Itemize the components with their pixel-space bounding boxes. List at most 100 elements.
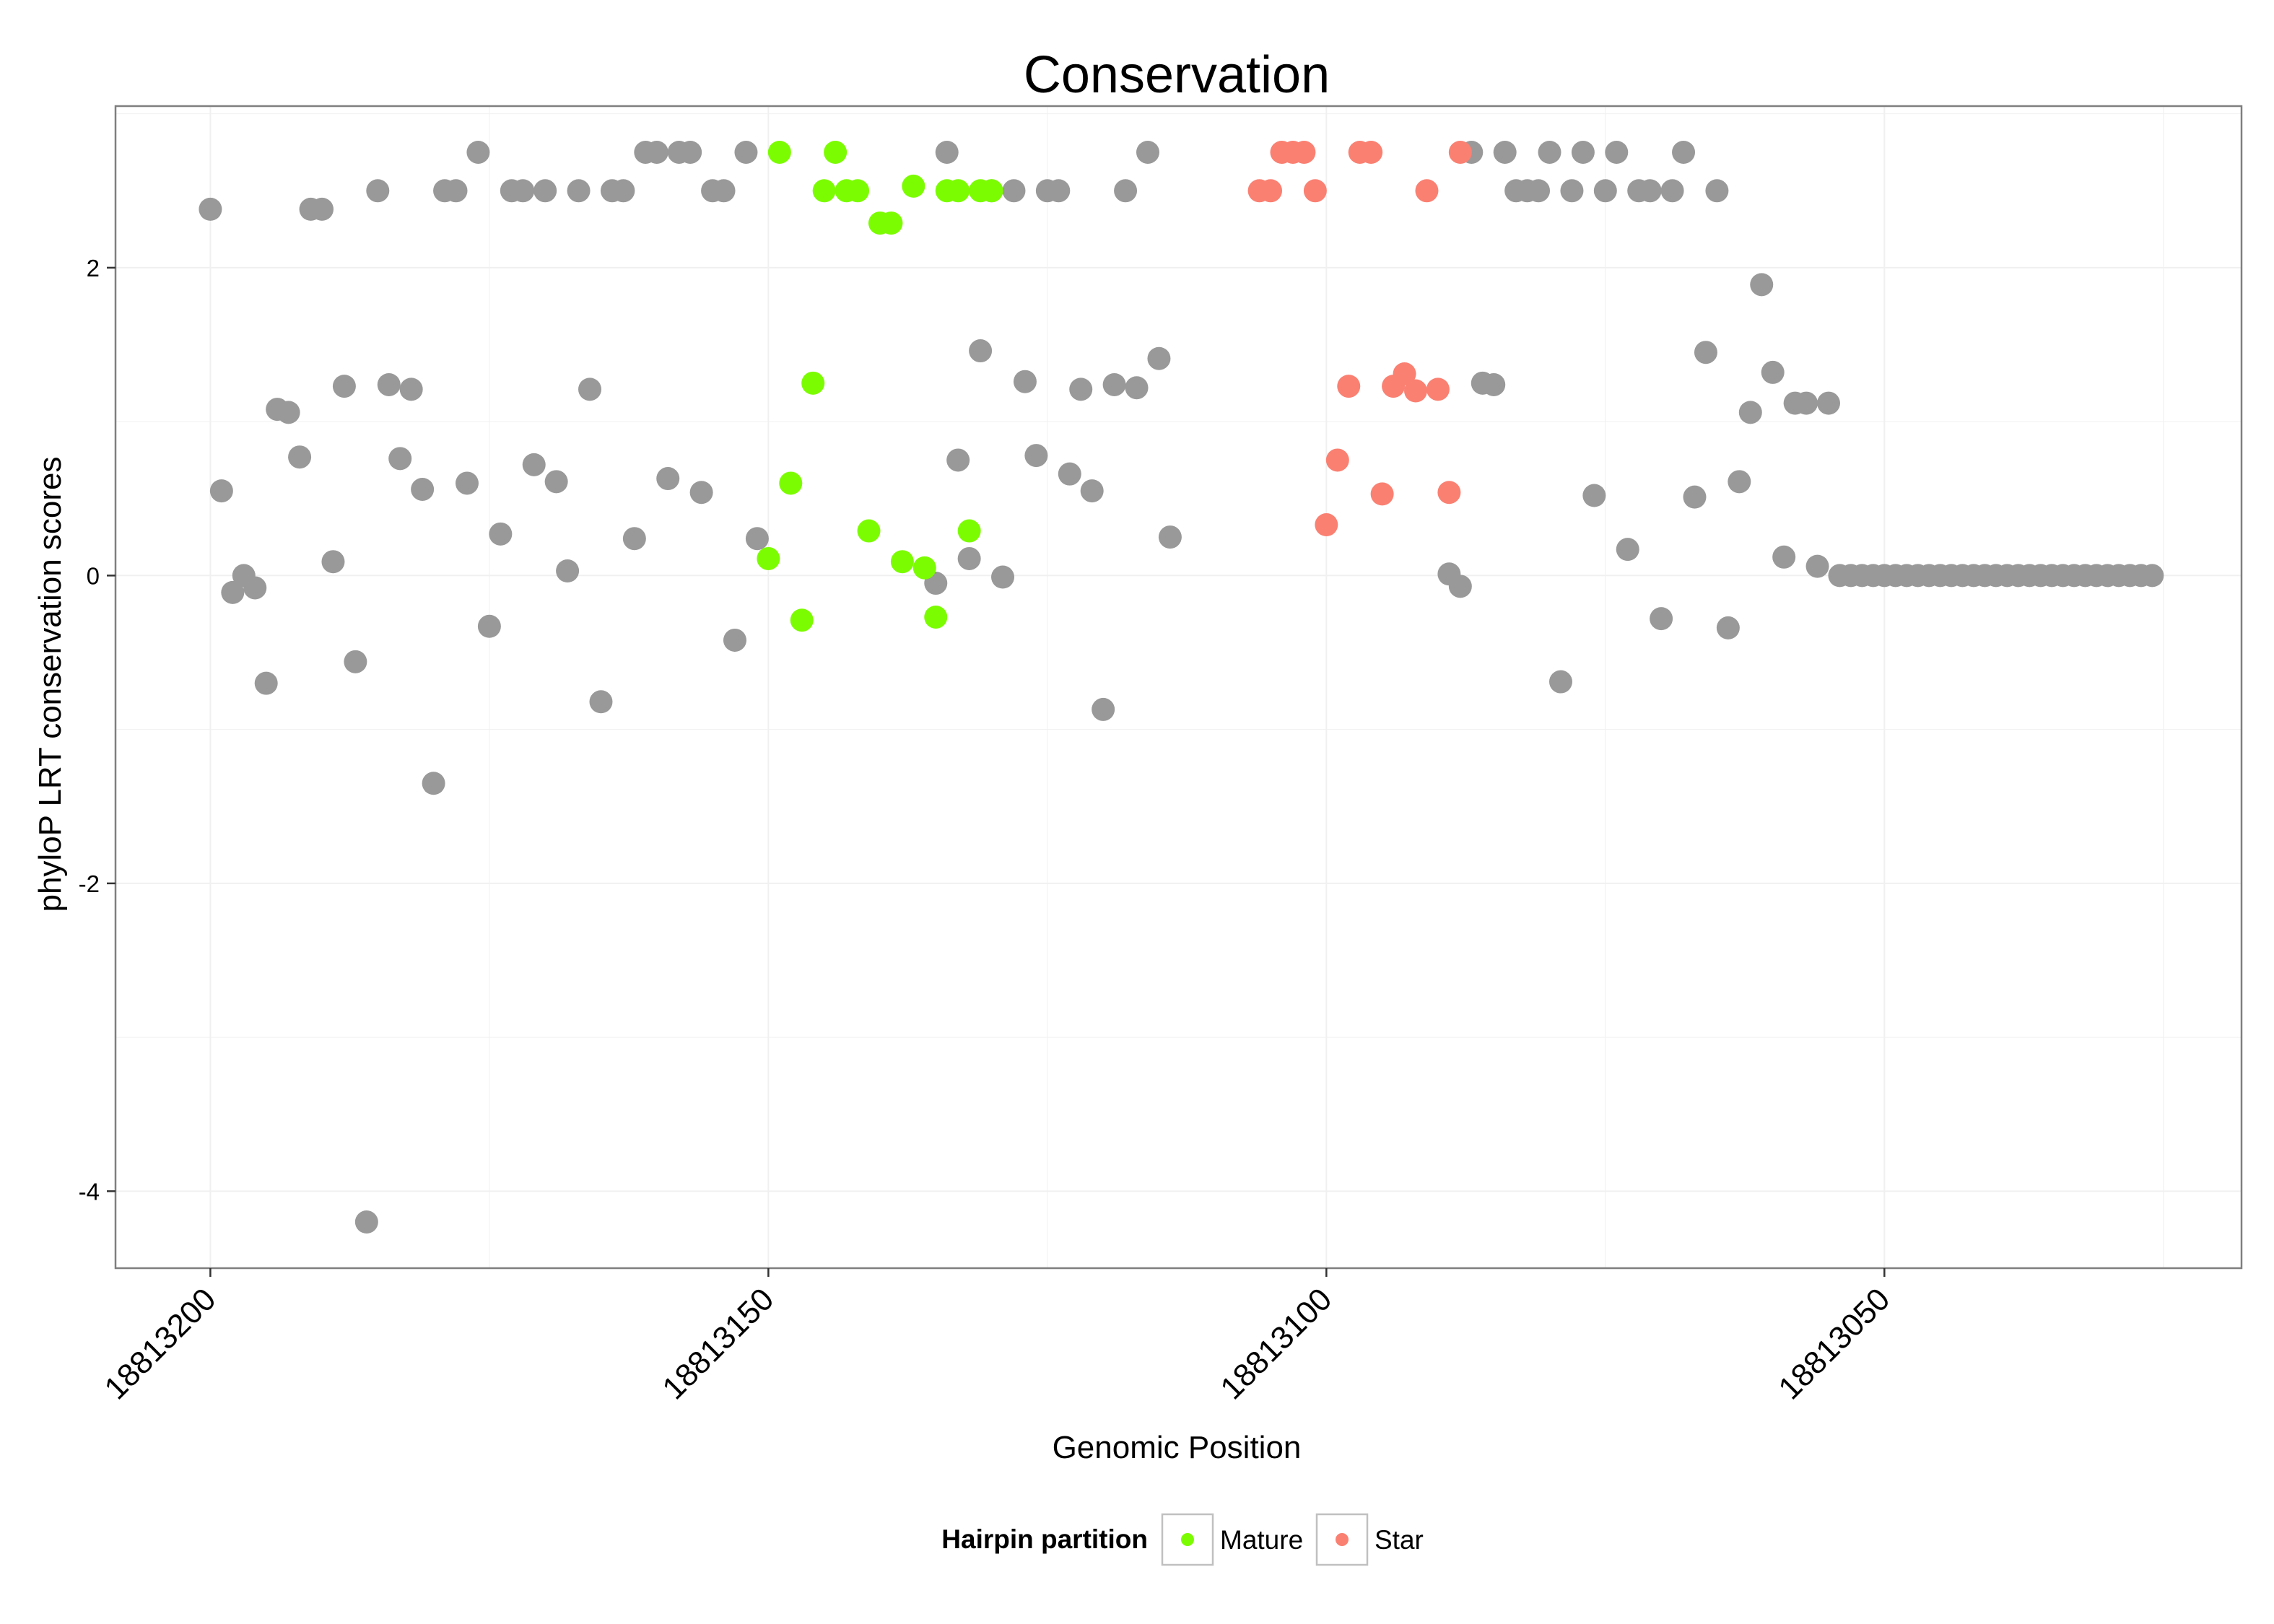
point-other — [1795, 391, 1818, 415]
y-tick-label: 0 — [87, 562, 100, 589]
point-other — [1683, 485, 1707, 509]
point-mature — [824, 140, 848, 164]
legend-swatch-star — [1336, 1533, 1349, 1546]
gridlines — [116, 106, 2242, 1268]
point-other — [522, 453, 546, 476]
point-mature — [767, 140, 791, 164]
legend-item-star: Star — [1315, 1513, 1424, 1566]
point-other — [645, 140, 668, 164]
point-other — [511, 179, 535, 203]
point-star — [1415, 179, 1439, 203]
point-other — [243, 576, 267, 600]
x-axis-title: Genomic Position — [1053, 1430, 1302, 1465]
point-other — [1058, 462, 1081, 486]
point-other — [1125, 376, 1149, 400]
point-other — [377, 372, 401, 396]
point-mature — [812, 179, 836, 203]
point-mature — [779, 471, 803, 495]
point-other — [1672, 140, 1696, 164]
point-other — [723, 628, 746, 652]
point-mature — [846, 179, 870, 203]
point-other — [1571, 140, 1595, 164]
point-other — [1705, 179, 1729, 203]
point-other — [622, 527, 646, 551]
point-other — [1805, 554, 1829, 578]
point-other — [656, 467, 680, 491]
point-other — [1482, 372, 1506, 396]
point-other — [611, 179, 635, 203]
point-other — [344, 650, 367, 673]
point-other — [422, 772, 445, 795]
y-tick-label: -4 — [79, 1178, 100, 1205]
point-other — [310, 197, 334, 221]
point-other — [1716, 616, 1740, 639]
point-other — [991, 565, 1015, 589]
point-mature — [924, 605, 948, 629]
point-star — [1437, 481, 1461, 505]
point-mature — [801, 371, 825, 395]
point-other — [321, 550, 345, 574]
point-other — [455, 471, 479, 495]
legend-swatch-mature — [1181, 1533, 1194, 1546]
point-other — [1738, 401, 1762, 424]
point-other — [1761, 360, 1785, 384]
point-other — [734, 140, 758, 164]
point-other — [689, 481, 713, 505]
point-other — [946, 448, 970, 472]
point-other — [489, 522, 513, 546]
legend-title: Hairpin partition — [941, 1524, 1148, 1554]
point-other — [1102, 372, 1126, 396]
point-other — [544, 470, 568, 494]
point-other — [1817, 391, 1841, 415]
point-other — [1448, 575, 1472, 598]
point-other — [209, 479, 233, 503]
point-other — [466, 140, 490, 164]
point-other — [1158, 525, 1182, 549]
chart-title: Conservation — [1024, 46, 1330, 104]
point-other — [1047, 179, 1071, 203]
point-star — [1393, 362, 1416, 386]
point-mature — [902, 174, 925, 198]
point-star — [1370, 482, 1394, 506]
point-mature — [879, 211, 903, 235]
point-other — [1728, 470, 1751, 494]
point-mature — [790, 608, 814, 632]
y-tick-label: -2 — [79, 870, 100, 897]
legend: Hairpin partition Mature Star — [941, 1513, 1424, 1566]
point-other — [1092, 697, 1115, 721]
point-star — [1404, 379, 1428, 403]
point-mature — [980, 179, 1003, 203]
point-mature — [957, 519, 981, 543]
point-other — [1024, 444, 1048, 468]
point-other — [411, 477, 435, 501]
point-other — [679, 140, 702, 164]
point-star — [1337, 375, 1361, 398]
point-star — [1448, 140, 1472, 164]
point-other — [1605, 140, 1629, 164]
point-other — [1136, 140, 1159, 164]
point-star — [1259, 179, 1283, 203]
point-star — [1325, 448, 1349, 472]
plot-area — [116, 106, 2242, 1268]
point-other — [969, 339, 993, 363]
point-other — [935, 140, 959, 164]
point-other — [1080, 479, 1104, 503]
point-other — [1560, 179, 1584, 203]
point-other — [1527, 179, 1551, 203]
point-other — [354, 1210, 378, 1234]
point-mature — [890, 550, 914, 574]
point-other — [745, 527, 769, 551]
point-other — [366, 179, 390, 203]
point-mature — [757, 546, 780, 570]
point-other — [578, 377, 602, 401]
point-other — [957, 546, 981, 570]
point-star — [1292, 140, 1316, 164]
legend-label-star: Star — [1375, 1525, 1424, 1555]
point-other — [221, 580, 245, 604]
point-other — [477, 614, 501, 638]
y-axis-title: phyloP LRT conservation scores — [32, 456, 68, 912]
point-other — [199, 197, 222, 221]
point-other — [444, 179, 468, 203]
point-other — [1548, 670, 1572, 694]
